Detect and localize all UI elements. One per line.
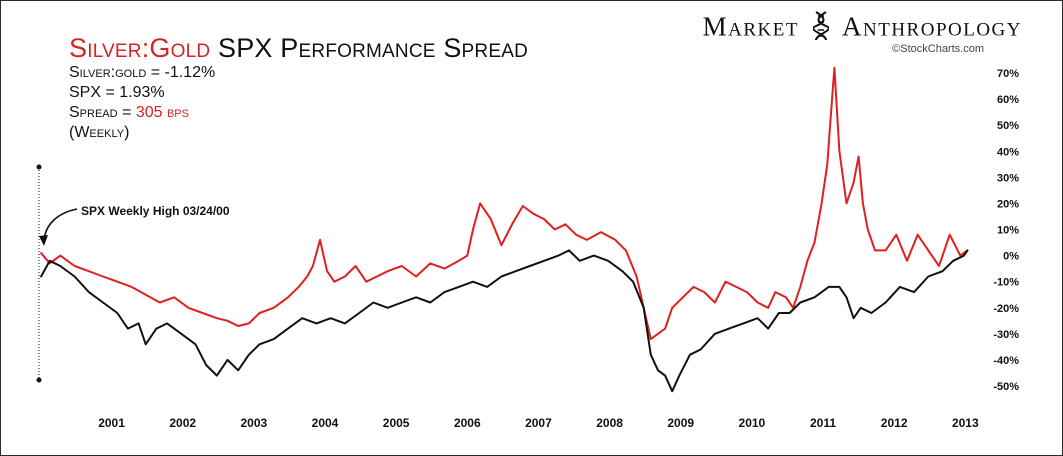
annotation-arrow (43, 208, 78, 242)
x-tick-label: 2005 (383, 416, 410, 430)
x-tick-label: 2002 (169, 416, 196, 430)
x-tick-label: 2013 (952, 416, 979, 430)
y-tick-label: 20% (997, 198, 1019, 210)
stockcharts-credit: ©StockCharts.com (892, 43, 984, 55)
x-tick-label: 2001 (98, 416, 125, 430)
x-tick-label: 2012 (881, 416, 908, 430)
x-tick-label: 2006 (454, 416, 481, 430)
chart-title-rest: SPX Performance Spread (210, 33, 529, 63)
y-tick-label: 0% (1003, 251, 1019, 263)
x-tick-label: 2010 (739, 416, 766, 430)
y-tick-label: 10% (997, 225, 1019, 237)
y-tick-label: -30% (993, 329, 1019, 341)
title-block: Silver:Gold SPX Performance Spread Silve… (69, 33, 528, 143)
x-tick-label: 2003 (241, 416, 268, 430)
spread-stat: Spread = 305 bps (69, 103, 528, 123)
chart-title: Silver:Gold SPX Performance Spread (69, 33, 528, 63)
x-tick-label: 2004 (312, 416, 339, 430)
brand-name-anthropology: Anthropology (842, 11, 1022, 42)
marker-dot-bottom (36, 377, 42, 383)
brand-name-market: Market (702, 11, 799, 42)
y-tick-label: -40% (993, 355, 1019, 367)
y-tick-label: 30% (997, 172, 1019, 184)
spx-stat: SPX = 1.93% (69, 84, 165, 101)
spx-high-annotation: SPX Weekly High 03/24/00 (81, 204, 230, 218)
marker-dot-top (36, 164, 42, 170)
spread-label: Spread = (69, 104, 136, 121)
x-tick-label: 2008 (596, 416, 623, 430)
y-axis-ticks: 70% 60% 50% 40% 30% 20% 10% 0% -10% -20% -30% -40% -… (993, 68, 1019, 393)
y-tick-label: 40% (997, 146, 1019, 158)
brand-logo: Market Anthropology (703, 11, 1022, 48)
y-tick-label: 50% (997, 120, 1019, 132)
series-line-silver-gold-spx (40, 66, 969, 341)
annotation-arrow-head (39, 235, 48, 246)
y-tick-label: -50% (993, 381, 1019, 393)
series-line-spx (40, 249, 969, 393)
x-axis-ticks: 2001 2002 2003 2004 2005 2006 2007 2008 2009 2010… (98, 416, 979, 430)
series-layer (40, 66, 969, 393)
silver-gold-stat: Silver:gold = -1.12% (69, 64, 216, 81)
x-tick-label: 2009 (667, 416, 694, 430)
y-tick-label: -20% (993, 303, 1019, 315)
dna-icon (812, 11, 830, 48)
chart-title-silver-gold: Silver:Gold (69, 33, 211, 63)
frequency-label: (Weekly) (69, 124, 130, 141)
y-tick-label: 70% (997, 68, 1019, 80)
y-tick-label: 60% (997, 94, 1019, 106)
x-tick-label: 2011 (810, 416, 836, 430)
spread-value: 305 bps (135, 104, 189, 121)
y-tick-label: -10% (993, 277, 1019, 289)
x-tick-label: 2007 (525, 416, 552, 430)
annotation-layer (36, 164, 78, 383)
